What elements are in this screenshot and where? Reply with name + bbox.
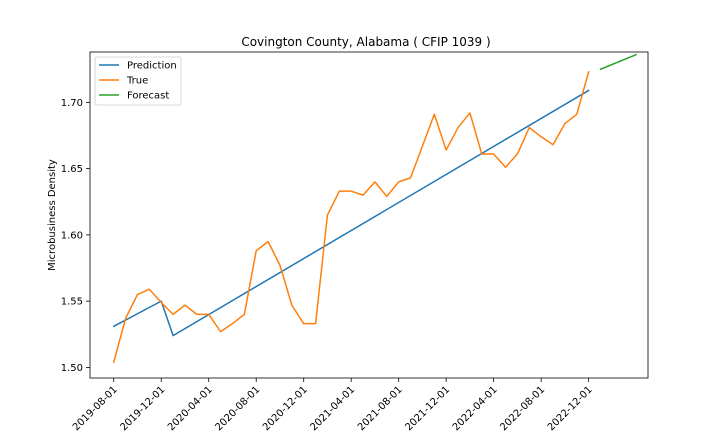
series-line-prediction — [112, 89, 590, 337]
series-layer — [112, 53, 638, 364]
chart-title: Covington County, Alabama ( CFIP 1039 ) — [241, 35, 490, 49]
legend-label-forecast: Forecast — [127, 91, 169, 102]
y-tick-label: 1.65 — [61, 164, 83, 175]
y-axis-label: Microbusiness Density — [47, 159, 58, 271]
series-line-forecast — [599, 53, 638, 71]
y-axis: 1.50 1.55 1.60 1.65 1.70 — [61, 98, 90, 374]
legend-entries: Prediction True Forecast — [99, 61, 177, 102]
legend-box — [94, 56, 182, 106]
axes-frame — [89, 51, 649, 379]
legend: Prediction True Forecast — [94, 56, 182, 106]
y-tick-label: 1.70 — [61, 98, 83, 109]
series-line-true — [112, 70, 590, 364]
y-tick-label: 1.50 — [61, 363, 83, 374]
legend-label-prediction: Prediction — [127, 61, 177, 72]
y-tick-label: 1.60 — [61, 230, 83, 241]
y-tick-label: 1.55 — [61, 297, 83, 308]
plot-area — [89, 51, 649, 379]
legend-label-true: True — [126, 76, 148, 87]
